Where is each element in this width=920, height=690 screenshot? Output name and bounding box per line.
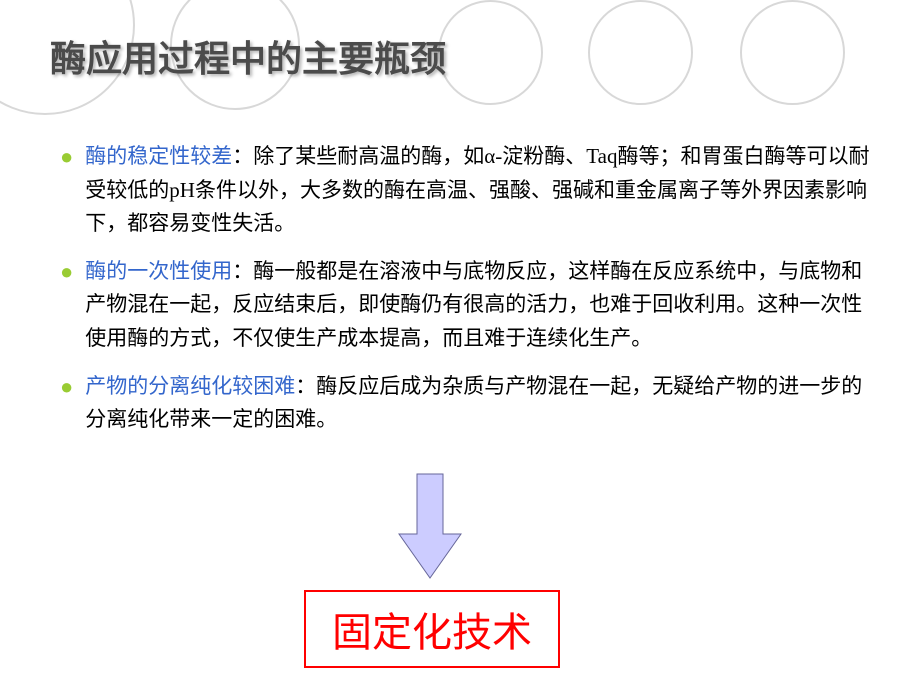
- result-label: 固定化技术: [332, 610, 532, 655]
- bullet-dot-icon: ●: [60, 370, 73, 403]
- decorative-circle: [740, 0, 845, 105]
- bullet-item: ● 酶的稳定性较差：除了某些耐高温的酶，如α-淀粉酶、Taq酶等；和胃蛋白酶等可以…: [60, 140, 870, 241]
- bullet-highlight: 酶的稳定性较差: [85, 144, 232, 168]
- bullet-text: 酶的稳定性较差：除了某些耐高温的酶，如α-淀粉酶、Taq酶等；和胃蛋白酶等可以耐…: [85, 140, 870, 241]
- result-box: 固定化技术: [304, 590, 560, 668]
- bullet-dot-icon: ●: [60, 140, 73, 173]
- bullet-item: ● 酶的一次性使用：酶一般都是在溶液中与底物反应，这样酶在反应系统中，与底物和产物…: [60, 255, 870, 356]
- bullet-text: 酶的一次性使用：酶一般都是在溶液中与底物反应，这样酶在反应系统中，与底物和产物混…: [85, 255, 870, 356]
- bullet-text: 产物的分离纯化较困难：酶反应后成为杂质与产物混在一起，无疑给产物的进一步的分离纯…: [85, 370, 870, 437]
- slide-title: 酶应用过程中的主要瓶颈: [50, 30, 446, 82]
- bullet-item: ● 产物的分离纯化较困难：酶反应后成为杂质与产物混在一起，无疑给产物的进一步的分离…: [60, 370, 870, 437]
- bullet-highlight: 产物的分离纯化较困难: [85, 374, 295, 398]
- decorative-circle: [588, 0, 693, 105]
- decorative-circle: [438, 0, 543, 105]
- content-area: ● 酶的稳定性较差：除了某些耐高温的酶，如α-淀粉酶、Taq酶等；和胃蛋白酶等可以…: [60, 140, 870, 451]
- bullet-highlight: 酶的一次性使用: [85, 259, 232, 283]
- arrow-shape: [399, 474, 461, 578]
- bullet-dot-icon: ●: [60, 255, 73, 288]
- down-arrow: [395, 472, 465, 587]
